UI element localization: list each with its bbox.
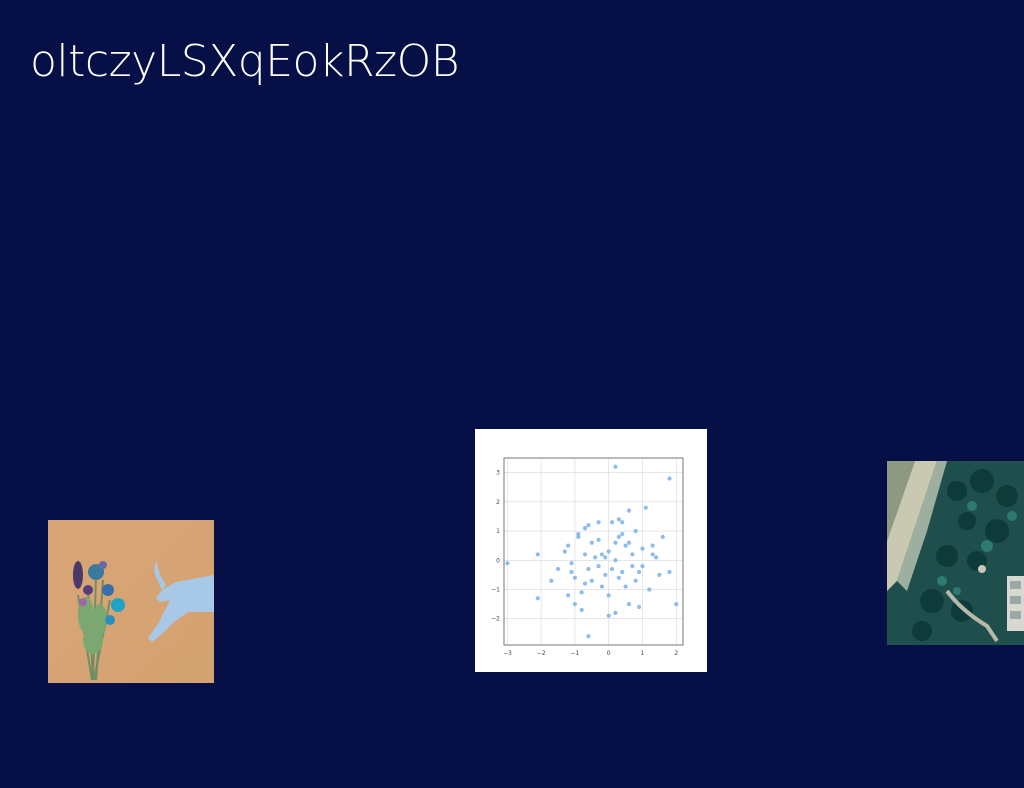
scatter-point	[609, 566, 615, 572]
scatter-point	[593, 555, 598, 560]
scatter-point	[562, 549, 567, 554]
scatter-point	[589, 578, 594, 583]
scatter-point	[582, 526, 588, 531]
scatter-point	[650, 552, 655, 557]
scatter-point	[566, 543, 571, 548]
scatter-point	[623, 543, 628, 548]
scatter-point	[603, 572, 608, 577]
scatter-point	[596, 564, 601, 569]
scatter-point	[640, 546, 645, 551]
scatter-point	[626, 540, 632, 545]
scatter-point	[582, 581, 588, 586]
x-tick-label: −1	[570, 650, 579, 657]
scatter-point	[636, 569, 642, 575]
scatter-point	[660, 534, 665, 539]
scatter-point	[640, 564, 645, 569]
scatter-point	[616, 575, 621, 580]
scatter-point	[579, 590, 584, 595]
y-tick-label: 2	[496, 499, 500, 506]
scatter-point	[579, 607, 584, 613]
y-tick-label: −2	[491, 616, 500, 623]
scatter-point	[643, 505, 648, 510]
scatter-point	[555, 566, 561, 572]
scatter-point	[616, 534, 621, 539]
x-tick-label: −2	[537, 650, 546, 657]
scatter-point	[657, 572, 662, 577]
scatter-point	[667, 476, 672, 481]
scatter-point	[620, 569, 625, 575]
y-tick-label: −1	[491, 586, 500, 593]
scatter-point	[609, 520, 615, 525]
scatter-point	[566, 593, 571, 598]
scatter-point	[674, 601, 679, 607]
x-tick-label: −3	[503, 650, 512, 657]
scatter-point	[667, 569, 672, 575]
scatter-point	[535, 596, 540, 601]
scatter-point	[606, 549, 611, 554]
scatter-point	[586, 634, 591, 639]
scatter-point	[586, 523, 591, 528]
scatter-point	[576, 534, 581, 539]
scatter-point	[599, 552, 605, 557]
x-tick-label: 1	[641, 650, 645, 657]
scatter-point	[633, 578, 638, 583]
scatter-point	[572, 601, 578, 607]
scatter-point	[636, 604, 642, 610]
scatter-point	[572, 575, 578, 580]
scatter-point	[613, 558, 618, 563]
slide-title: oltczyLSXqEokRzOB	[30, 36, 460, 87]
scatter-point	[613, 540, 618, 545]
scatter-point	[616, 517, 621, 522]
scatter-plot-image: −3 −2 −1 0 1 2 −2 −1 0 1 2 3	[475, 429, 707, 672]
scatter-point	[582, 552, 588, 557]
scatter-point	[596, 537, 601, 542]
scatter-point	[505, 561, 510, 566]
scatter-point	[653, 555, 659, 560]
scatter-point	[626, 508, 632, 513]
scatter-point	[576, 531, 581, 537]
scatter-point	[606, 613, 611, 618]
scatter-point	[620, 520, 625, 525]
scatter-point	[599, 584, 605, 589]
scatter-point	[606, 593, 611, 598]
scatter-point	[549, 578, 554, 583]
aerial-coast-photo	[887, 461, 1024, 645]
scatter-point	[633, 528, 638, 534]
y-tick-label: 3	[496, 470, 500, 477]
scatter-point	[569, 561, 574, 566]
scatter-point	[647, 587, 652, 592]
bouquet-and-hand-photo	[48, 520, 214, 683]
scatter-point	[613, 464, 618, 469]
scatter-point	[586, 566, 591, 572]
x-tick-label: 0	[607, 650, 611, 657]
y-tick-label: 1	[496, 528, 500, 535]
y-tick-label: 0	[496, 557, 500, 564]
scatter-point	[630, 552, 635, 557]
scatter-point	[535, 552, 540, 557]
scatter-point	[596, 520, 601, 525]
scatter-point	[623, 584, 628, 589]
scatter-point	[626, 601, 632, 607]
scatter-chart: −3 −2 −1 0 1 2 −2 −1 0 1 2 3	[491, 457, 684, 657]
scatter-point	[603, 555, 608, 560]
scatter-point	[620, 531, 625, 537]
plot-frame	[503, 457, 684, 646]
scatter-point	[569, 569, 574, 575]
scatter-point	[650, 543, 655, 548]
scatter-point	[630, 564, 635, 569]
x-tick-label: 2	[674, 650, 678, 657]
scatter-point	[613, 610, 618, 615]
scatter-point	[589, 540, 594, 545]
